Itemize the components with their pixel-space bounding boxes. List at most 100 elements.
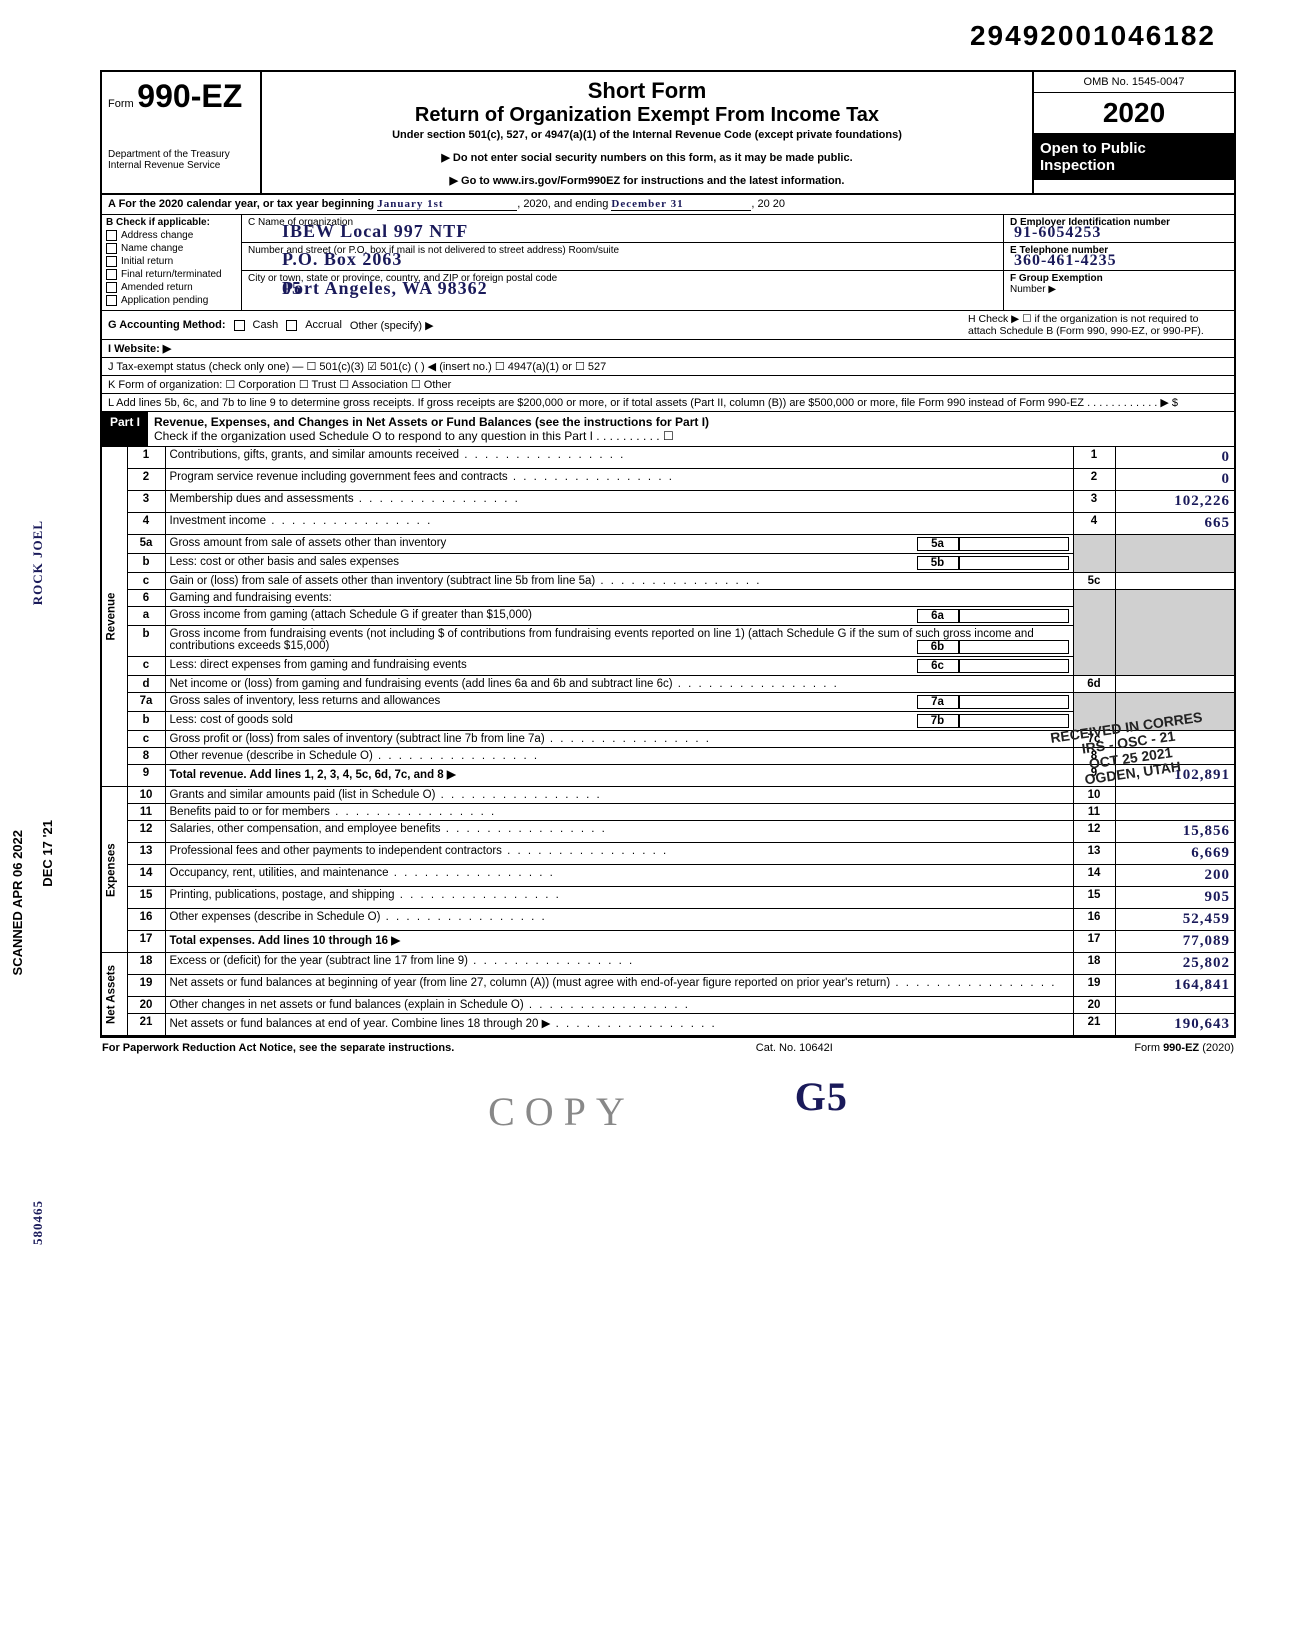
l1-av: 0 [1222,449,1231,465]
row-a: A For the 2020 calendar year, or tax yea… [100,195,1236,215]
g-accrual: Accrual [305,319,342,331]
footer: For Paperwork Reduction Act Notice, see … [100,1036,1236,1058]
tel: 360-461-4235 [1014,252,1117,270]
chk-name[interactable] [106,243,117,254]
l20-an: 20 [1073,997,1115,1014]
l6-d: Gaming and fundraising events: [165,590,1073,607]
l5c-n: c [127,573,165,590]
rowJ: J Tax-exempt status (check only one) — ☐… [108,360,606,373]
l6c-n: c [127,657,165,676]
l11-d: Benefits paid to or for members [165,804,1073,821]
l21-an: 21 [1073,1014,1115,1036]
l6a-mv [959,609,1069,623]
l2-av: 0 [1222,471,1231,487]
l6b-mn: 6b [917,640,959,654]
l15-n: 15 [127,887,165,909]
margin-dec: DEC 17 '21 [40,820,55,887]
l14-d: Occupancy, rent, utilities, and maintena… [165,865,1073,887]
l7b-mv [959,714,1069,728]
l8-n: 8 [127,748,165,765]
l6d-d: Net income or (loss) from gaming and fun… [165,676,1073,693]
l5a-n: 5a [127,535,165,554]
arrow1: ▶ Do not enter social security numbers o… [270,151,1024,164]
org-addr: P.O. Box 2063 [282,249,402,270]
form-header: Form 990-EZ Department of the Treasury I… [100,70,1236,195]
rowA-yr: , 20 20 [751,198,785,211]
l2-an: 2 [1073,469,1115,491]
l1-d: Contributions, gifts, grants, and simila… [165,447,1073,469]
l3-av: 102,226 [1174,493,1230,509]
l4-n: 4 [127,513,165,535]
chk-pending[interactable] [106,295,117,306]
chk-amended-lbl: Amended return [121,282,193,293]
footer-left: For Paperwork Reduction Act Notice, see … [102,1042,454,1054]
l6b-d: Gross income from fundraising events (no… [170,628,1034,652]
l6a-n: a [127,607,165,626]
open2: Inspection [1040,157,1228,174]
l7c-d: Gross profit or (loss) from sales of inv… [165,731,1073,748]
chk-address[interactable] [106,230,117,241]
l19-av: 164,841 [1174,977,1230,993]
l7a-n: 7a [127,693,165,712]
omb: OMB No. 1545-0047 [1034,72,1234,93]
l6d-n: d [127,676,165,693]
l16-av: 52,459 [1183,911,1230,927]
l5a-d: Gross amount from sale of assets other t… [170,537,447,549]
chk-cash[interactable] [234,320,245,331]
footer-right: Form 990-EZ (2020) [1134,1042,1234,1054]
l6d-an: 6d [1073,676,1115,693]
l19-d: Net assets or fund balances at beginning… [165,975,1073,997]
form-number: 990-EZ [137,78,242,114]
rowI: I Website: ▶ [108,342,171,355]
l5a-mn: 5a [917,537,959,551]
l12-av: 15,856 [1183,823,1230,839]
g-other: Other (specify) ▶ [350,319,434,332]
l12-an: 12 [1073,821,1115,843]
side-expenses: Expenses [101,787,127,953]
short-form: Short Form [270,78,1024,104]
l7b-d: Less: cost of goods sold [170,714,293,726]
l10-d: Grants and similar amounts paid (list in… [165,787,1073,804]
return-title: Return of Organization Exempt From Incom… [270,104,1024,127]
room: 05 [282,278,993,299]
dept-line2: Internal Revenue Service [108,160,254,171]
l15-an: 15 [1073,887,1115,909]
l2-n: 2 [127,469,165,491]
part1-bar: Part I [102,412,148,446]
l5c-an: 5c [1073,573,1115,590]
chk-accrual[interactable] [286,320,297,331]
l12-n: 12 [127,821,165,843]
l15-d: Printing, publications, postage, and shi… [165,887,1073,909]
rowA-mid: , 2020, and ending [517,198,608,211]
ein: 91-6054253 [1014,224,1101,242]
l6a-mn: 6a [917,609,959,623]
l12-d: Salaries, other compensation, and employ… [165,821,1073,843]
chk-initial[interactable] [106,256,117,267]
l20-d: Other changes in net assets or fund bala… [165,997,1073,1014]
l14-an: 14 [1073,865,1115,887]
l3-n: 3 [127,491,165,513]
l7a-mn: 7a [917,695,959,709]
l6b-n: b [127,626,165,657]
side-netassets: Net Assets [101,953,127,1036]
rowH: H Check ▶ ☐ if the organization is not r… [968,313,1228,337]
l4-an: 4 [1073,513,1115,535]
l7b-mn: 7b [917,714,959,728]
l5c-d: Gain or (loss) from sale of assets other… [165,573,1073,590]
l6c-mn: 6c [917,659,959,673]
l3-d: Membership dues and assessments [165,491,1073,513]
l8-d: Other revenue (describe in Schedule O) [165,748,1073,765]
l17-n: 17 [127,931,165,953]
chk-amended[interactable] [106,282,117,293]
chk-final-lbl: Final return/terminated [121,269,222,280]
chk-initial-lbl: Initial return [121,256,173,267]
l4-d: Investment income [165,513,1073,535]
l10-n: 10 [127,787,165,804]
l10-an: 10 [1073,787,1115,804]
chk-final[interactable] [106,269,117,280]
g-cash: Cash [253,319,279,331]
l18-d: Excess or (deficit) for the year (subtra… [165,953,1073,975]
rowG: G Accounting Method: [108,319,226,331]
l6-n: 6 [127,590,165,607]
subtitle: Under section 501(c), 527, or 4947(a)(1)… [270,129,1024,141]
